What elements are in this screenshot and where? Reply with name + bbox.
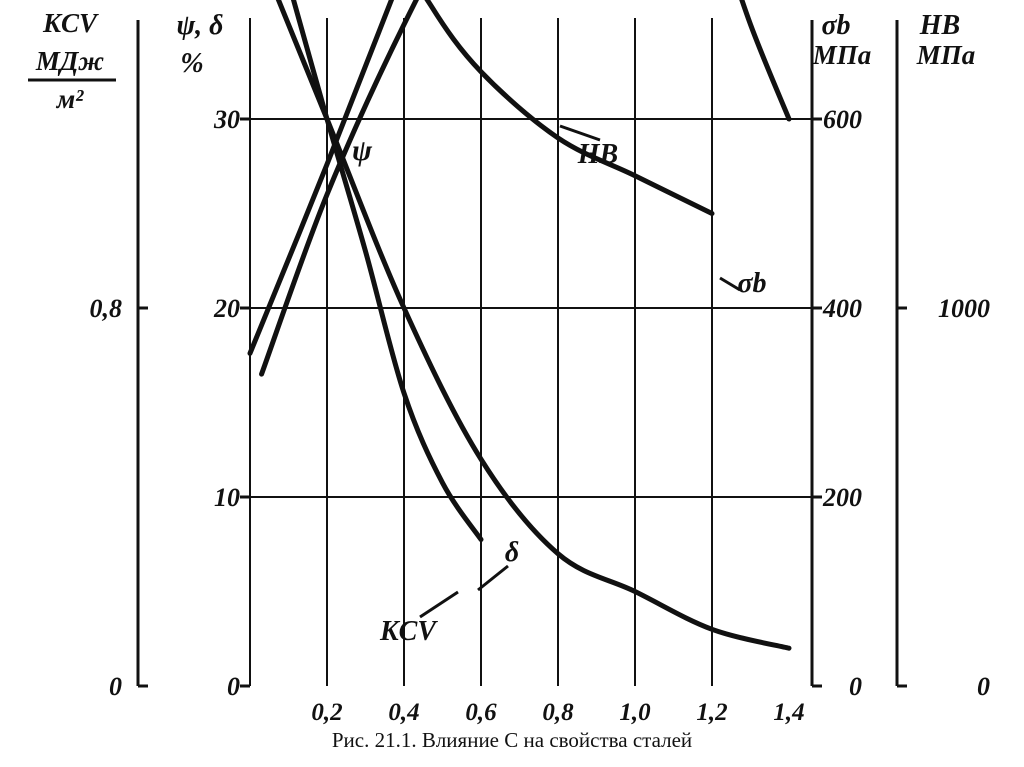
hb-axis-title: НВ bbox=[919, 10, 960, 41]
x-tick-label: 0,4 bbox=[388, 699, 419, 726]
x-tick-label: 1,4 bbox=[773, 699, 804, 726]
sigma-axis-unit: МПа bbox=[812, 40, 872, 70]
figure-caption: Рис. 21.1. Влияние С на свойства сталей bbox=[331, 728, 693, 752]
psi-tick-label: 10 bbox=[214, 483, 240, 512]
sigma-curve bbox=[259, 0, 792, 377]
x-tick-label: 1,2 bbox=[696, 699, 727, 726]
label-leader-line bbox=[719, 276, 741, 292]
delta-curve-label: δ bbox=[505, 537, 519, 568]
label-leader-line bbox=[419, 590, 459, 619]
psi-tick-label: 30 bbox=[213, 105, 240, 134]
psi-axis-unit: % bbox=[180, 48, 203, 79]
x-tick-label: 0,2 bbox=[311, 699, 342, 726]
kcv-curve bbox=[290, 0, 484, 543]
sigma-tick-label: 0 bbox=[849, 672, 862, 701]
hb-tick-label: 1000 bbox=[938, 294, 990, 323]
psi-axis-title: ψ, δ bbox=[176, 10, 223, 41]
kcv-curve-label: KCV bbox=[379, 616, 438, 647]
sigma-curve-label: σb bbox=[737, 268, 766, 299]
sigma-axis-title: σb bbox=[821, 10, 850, 41]
psi-tick-label: 20 bbox=[213, 294, 240, 323]
x-tick-label: 0,8 bbox=[542, 699, 574, 726]
hb-curve-label: НВ bbox=[577, 139, 618, 170]
x-tick-label: 0,6 bbox=[465, 699, 497, 726]
label-leader-line bbox=[559, 124, 601, 142]
x-tick-label: 1,0 bbox=[619, 699, 651, 726]
hb-tick-label: 0 bbox=[977, 672, 990, 701]
sigma-tick-label: 600 bbox=[823, 105, 862, 134]
delta-curve bbox=[275, 0, 792, 651]
psi-curve bbox=[424, 0, 715, 216]
kcv-axis-unit-denominator: м² bbox=[56, 84, 84, 114]
hb-axis-unit: МПа bbox=[916, 40, 976, 70]
kcv-axis-title: KCV bbox=[42, 8, 99, 38]
kcv-tick-label: 0 bbox=[109, 672, 122, 701]
hb-curve bbox=[247, 0, 394, 356]
psi-tick-label: 0 bbox=[227, 672, 240, 701]
kcv-tick-label: 0,8 bbox=[90, 294, 123, 323]
psi-curve-label: ψ bbox=[352, 134, 373, 167]
label-leader-line bbox=[477, 564, 509, 592]
kcv-axis-unit: МДж bbox=[35, 46, 104, 76]
sigma-tick-label: 400 bbox=[822, 294, 862, 323]
sigma-tick-label: 200 bbox=[822, 483, 862, 512]
